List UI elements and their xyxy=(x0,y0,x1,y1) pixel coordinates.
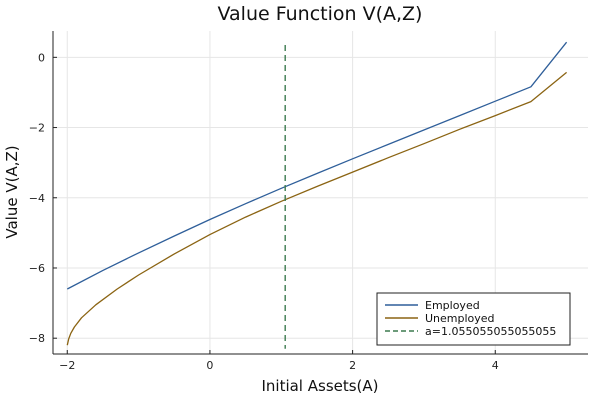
legend: Employed Unemployed a=1.055055055055055 xyxy=(376,292,571,346)
axes xyxy=(52,31,588,355)
legend-box xyxy=(376,292,571,346)
y-tick-label: 0 xyxy=(38,51,45,64)
x-tick-label: −2 xyxy=(59,359,75,372)
y-axis-label: Value V(A,Z) xyxy=(3,145,21,238)
series-line-employed xyxy=(66,41,568,290)
y-tick-label: −8 xyxy=(29,332,45,345)
legend-label-unemployed: Unemployed xyxy=(425,312,495,325)
series-line-unemployed xyxy=(66,71,568,346)
tick-labels: −2 0 2 4 0 −2 −4 −6 −8 xyxy=(29,51,499,372)
x-tick-label: 0 xyxy=(206,359,213,372)
y-tick-label: −4 xyxy=(29,192,45,205)
x-tick-label: 2 xyxy=(349,359,356,372)
legend-label-threshold: a=1.055055055055055 xyxy=(425,325,556,338)
y-tick-label: −2 xyxy=(29,122,45,135)
x-axis-label: Initial Assets(A) xyxy=(261,377,378,395)
chart-title: Value Function V(A,Z) xyxy=(218,3,423,25)
x-tick-label: 4 xyxy=(492,359,499,372)
legend-label-employed: Employed xyxy=(425,299,480,312)
series-lines xyxy=(66,41,568,349)
y-tick-label: −6 xyxy=(29,262,45,275)
